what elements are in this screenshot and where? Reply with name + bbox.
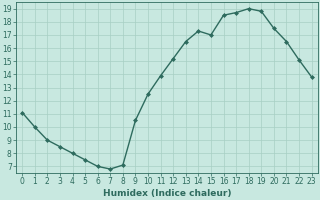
X-axis label: Humidex (Indice chaleur): Humidex (Indice chaleur) xyxy=(103,189,231,198)
